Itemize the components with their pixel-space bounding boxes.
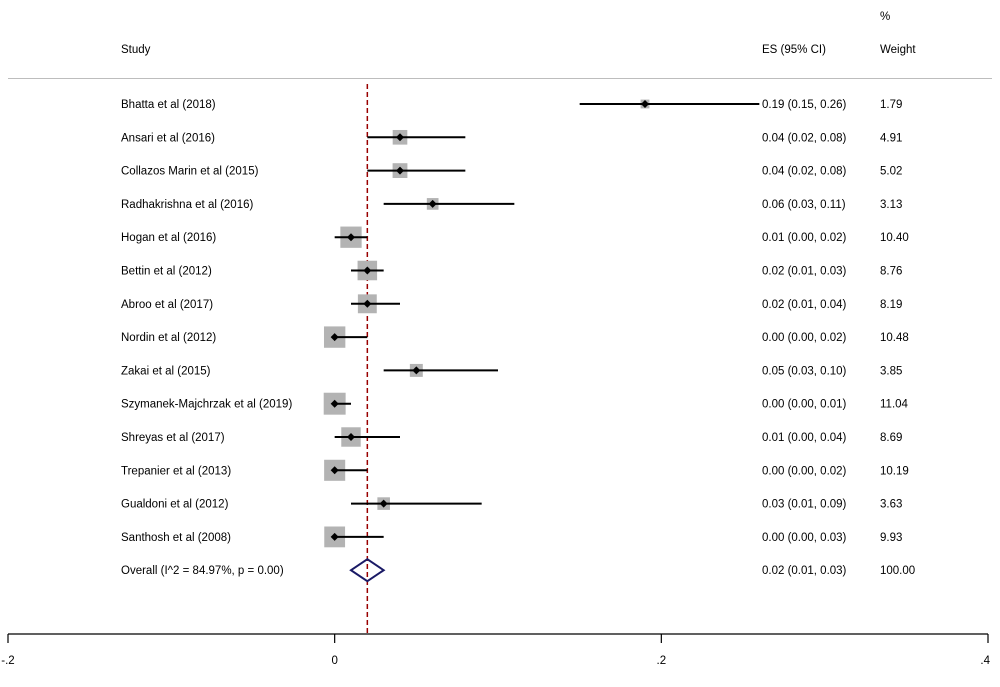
study-row: Santhosh et al (2008) 0.00 (0.00, 0.03) 9.…	[121, 526, 902, 548]
study-row: Bhatta et al (2018) 0.19 (0.15, 0.26) 1.79	[121, 99, 902, 111]
effect-size-ci-text: 0.04 (0.02, 0.08)	[762, 166, 847, 178]
study-row: Trepanier et al (2013) 0.00 (0.00, 0.02) 1…	[121, 459, 909, 481]
study-label: Bettin et al (2012)	[121, 266, 212, 278]
study-label: Zakai et al (2015)	[121, 365, 211, 377]
study-row: Shreyas et al (2017) 0.01 (0.00, 0.04) 8.6…	[121, 427, 902, 447]
point-estimate-marker	[396, 133, 404, 142]
overall-ci-text: 0.02 (0.01, 0.03)	[762, 565, 847, 577]
study-row: Gualdoni et al (2012) 0.03 (0.01, 0.09) 3.…	[121, 497, 902, 511]
study-label: Shreyas et al (2017)	[121, 432, 225, 444]
study-rows: Bhatta et al (2018) 0.19 (0.15, 0.26) 1.79…	[121, 99, 909, 548]
effect-size-ci-text: 0.01 (0.00, 0.02)	[762, 232, 847, 244]
weight-text: 1.79	[880, 99, 902, 111]
study-label: Collazos Marin et al (2015)	[121, 166, 259, 178]
point-estimate-marker	[396, 166, 404, 175]
x-axis: -.2 0 .2 .4	[1, 633, 991, 667]
point-estimate-marker	[363, 299, 372, 308]
weight-text: 5.02	[880, 166, 902, 178]
point-estimate-marker	[428, 199, 437, 208]
point-estimate-marker	[330, 333, 339, 342]
weight-column-header: Weight	[880, 44, 916, 56]
effect-size-ci-text: 0.01 (0.00, 0.04)	[762, 432, 847, 444]
overall-label: Overall (I^2 = 84.97%, p = 0.00)	[121, 565, 284, 577]
weight-text: 4.91	[880, 132, 902, 144]
study-label: Trepanier et al (2013)	[121, 465, 231, 477]
weight-text: 10.19	[880, 465, 909, 477]
weight-text: 10.40	[880, 232, 909, 244]
effect-size-ci-text: 0.05 (0.03, 0.10)	[762, 365, 847, 377]
study-column-header: Study	[121, 44, 151, 56]
effect-size-ci-text: 0.02 (0.01, 0.03)	[762, 266, 847, 278]
study-label: Ansari et al (2016)	[121, 132, 215, 144]
study-row: Collazos Marin et al (2015) 0.04 (0.02, 0…	[121, 163, 902, 178]
study-row: Zakai et al (2015) 0.05 (0.03, 0.10) 3.85	[121, 363, 902, 377]
weight-text: 9.93	[880, 532, 902, 544]
point-estimate-marker	[347, 233, 355, 242]
effect-size-ci-text: 0.04 (0.02, 0.08)	[762, 132, 847, 144]
study-row: Hogan et al (2016) 0.01 (0.00, 0.02) 10.40	[121, 226, 909, 248]
point-estimate-marker	[641, 100, 649, 108]
effect-size-ci-text: 0.00 (0.00, 0.01)	[762, 399, 847, 411]
effect-size-ci-text: 0.02 (0.01, 0.04)	[762, 299, 847, 311]
weight-text: 3.85	[880, 365, 902, 377]
weight-text: 3.13	[880, 199, 902, 211]
study-label: Santhosh et al (2008)	[121, 532, 231, 544]
x-axis-tick-label: -.2	[1, 655, 14, 667]
study-row: Ansari et al (2016) 0.04 (0.02, 0.08) 4.91	[121, 129, 902, 145]
point-estimate-marker	[330, 399, 339, 408]
point-estimate-marker	[330, 532, 339, 541]
x-axis-tick-label: .2	[657, 655, 667, 667]
point-estimate-marker	[363, 266, 372, 275]
point-estimate-marker	[412, 366, 421, 375]
study-label: Nordin et al (2012)	[121, 332, 216, 344]
x-axis-tick-label: 0	[331, 655, 337, 667]
weight-text: 11.04	[880, 399, 909, 411]
weight-text: 10.48	[880, 332, 909, 344]
study-row: Abroo et al (2017) 0.02 (0.01, 0.04) 8.19	[121, 294, 902, 314]
study-row: Szymanek-Majchrzak et al (2019) 0.00 (0.0…	[121, 392, 909, 415]
effect-size-ci-text: 0.03 (0.01, 0.09)	[762, 499, 847, 511]
overall-row: Overall (I^2 = 84.97%, p = 0.00) 0.02 (0.…	[121, 557, 915, 583]
effect-size-ci-text: 0.00 (0.00, 0.02)	[762, 465, 847, 477]
study-row: Bettin et al (2012) 0.02 (0.01, 0.03) 8.76	[121, 260, 902, 281]
study-label: Bhatta et al (2018)	[121, 99, 216, 111]
study-label: Radhakrishna et al (2016)	[121, 199, 253, 211]
weight-percent-header: %	[880, 11, 890, 23]
study-row: Radhakrishna et al (2016) 0.06 (0.03, 0.1…	[121, 198, 902, 211]
x-axis-tick-label: .4	[980, 655, 990, 667]
study-label: Hogan et al (2016)	[121, 232, 216, 244]
study-label: Szymanek-Majchrzak et al (2019)	[121, 399, 292, 411]
study-label: Gualdoni et al (2012)	[121, 499, 229, 511]
study-row: Nordin et al (2012) 0.00 (0.00, 0.02) 10.4…	[121, 326, 909, 348]
point-estimate-marker	[330, 466, 339, 475]
overall-weight-text: 100.00	[880, 565, 915, 577]
es-column-header: ES (95% CI)	[762, 44, 826, 56]
point-estimate-marker	[379, 499, 388, 508]
weight-text: 8.76	[880, 266, 902, 278]
weight-text: 3.63	[880, 499, 902, 511]
effect-size-ci-text: 0.00 (0.00, 0.03)	[762, 532, 847, 544]
effect-size-ci-text: 0.06 (0.03, 0.11)	[762, 199, 846, 211]
overall-diamond	[349, 557, 386, 583]
effect-size-ci-text: 0.19 (0.15, 0.26)	[762, 99, 847, 111]
effect-size-ci-text: 0.00 (0.00, 0.02)	[762, 332, 847, 344]
study-label: Abroo et al (2017)	[121, 299, 213, 311]
weight-text: 8.69	[880, 432, 902, 444]
weight-text: 8.19	[880, 299, 902, 311]
point-estimate-marker	[347, 433, 355, 441]
